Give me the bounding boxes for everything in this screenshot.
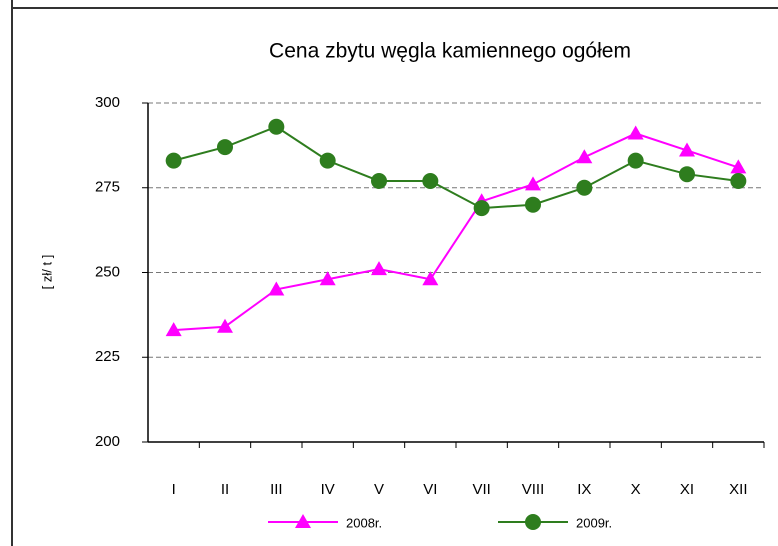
- legend-label: 2008r.: [346, 515, 382, 530]
- marker: [217, 318, 233, 333]
- x-tick-label: XI: [680, 481, 694, 498]
- marker: [295, 514, 311, 528]
- x-tick-label: XII: [729, 481, 747, 498]
- marker: [422, 271, 439, 286]
- marker: [217, 139, 233, 156]
- y-tick-label: 250: [95, 263, 120, 280]
- y-tick-label: 225: [95, 348, 120, 365]
- x-tick-label: IX: [577, 481, 591, 498]
- y-axis-label: [ zł/ t ]: [39, 255, 54, 290]
- y-tick-label: 275: [95, 179, 120, 196]
- x-tick-label: I: [172, 481, 176, 498]
- marker: [422, 172, 439, 189]
- marker: [371, 172, 387, 189]
- marker: [525, 196, 541, 213]
- marker: [319, 152, 336, 169]
- marker: [268, 281, 285, 296]
- marker: [730, 159, 747, 174]
- marker: [576, 179, 593, 196]
- marker: [679, 166, 695, 183]
- x-tick-label: II: [221, 481, 229, 498]
- marker: [371, 261, 387, 276]
- marker: [627, 125, 644, 140]
- marker: [525, 514, 541, 530]
- series-line: [173, 125, 739, 210]
- marker: [627, 152, 644, 169]
- marker: [525, 176, 541, 191]
- x-tick-label: III: [270, 481, 283, 498]
- marker: [576, 149, 593, 164]
- series-line: [173, 132, 739, 332]
- x-tick-label: X: [631, 481, 641, 498]
- marker: [165, 322, 182, 337]
- x-tick-label: VIII: [522, 481, 545, 498]
- x-tick-label: V: [374, 481, 384, 498]
- marker: [679, 142, 695, 157]
- legend-label: 2009r.: [576, 515, 612, 530]
- marker: [319, 271, 336, 286]
- x-tick-label: IV: [321, 481, 335, 498]
- marker: [730, 172, 747, 189]
- marker: [473, 200, 490, 217]
- y-tick-label: 300: [95, 94, 120, 111]
- x-tick-label: VI: [423, 481, 437, 498]
- y-tick-label: 200: [95, 433, 120, 450]
- x-tick-label: VII: [472, 481, 490, 498]
- marker: [268, 118, 285, 135]
- marker: [165, 152, 182, 169]
- chart-title: Cena zbytu węgla kamiennego ogółem: [269, 40, 631, 63]
